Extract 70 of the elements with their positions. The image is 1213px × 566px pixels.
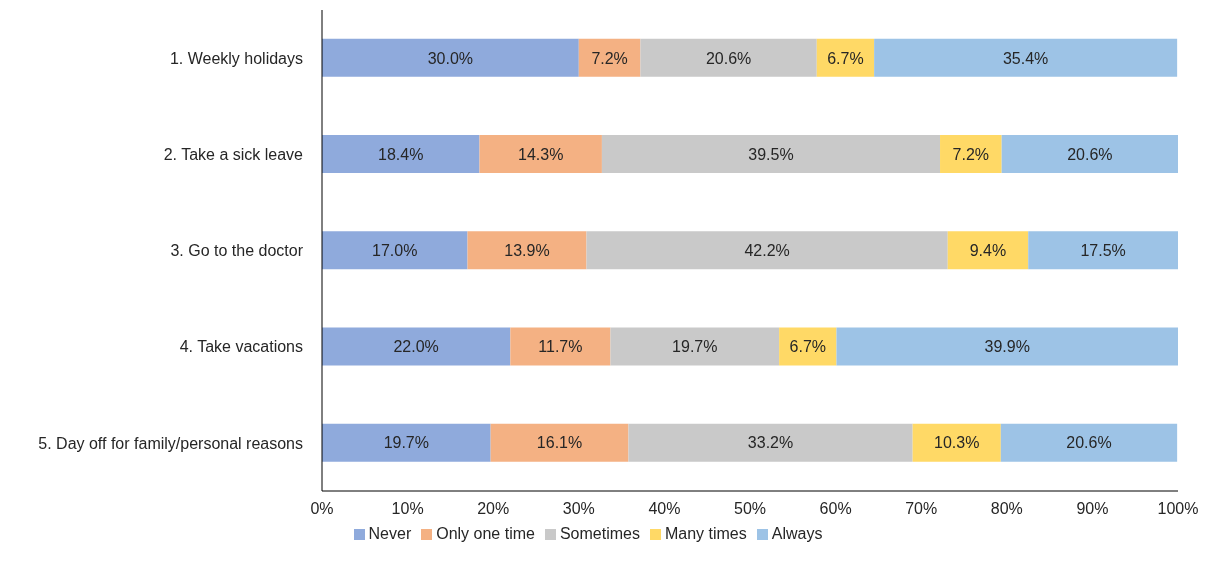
data-label: 18.4% [378,145,424,163]
data-label: 17.5% [1080,241,1126,259]
bar [1001,135,1178,174]
bar [610,327,780,366]
data-label: 39.5% [748,145,794,163]
x-tick-label: 30% [562,500,595,518]
bar [322,423,491,462]
x-tick-label: 0% [310,500,334,518]
bar [1028,231,1178,270]
bar [322,231,468,270]
legend-label: Sometimes [559,525,640,542]
bar [510,327,611,366]
x-tick-label: 80% [990,500,1023,518]
data-label: 10.3% [934,434,980,452]
bar [322,38,579,77]
bar [947,231,1029,270]
data-label: 9.4% [969,241,1007,259]
data-label: 30.0% [427,49,474,67]
x-tick-label: 100% [1157,500,1199,518]
bar [874,38,1178,77]
y-tick-label: 5. Day off for family/personal reasons [38,434,303,452]
data-label: 22.0% [393,338,439,356]
data-label: 39.9% [984,338,1030,356]
y-tick-label: 2. Take a sick leave [163,145,304,163]
x-tick-label: 10% [391,500,424,518]
bar [578,38,641,77]
data-label: 11.7% [538,338,583,356]
bar [628,423,913,462]
bar [1000,423,1178,462]
data-label: 6.7% [827,49,864,67]
data-label: 35.4% [1002,49,1049,67]
data-label: 20.6% [1067,145,1113,163]
y-tick-label: 3. Go to the doctor [170,242,304,260]
data-label: 7.2% [952,145,990,163]
data-label: 17.0% [372,241,418,259]
bar [912,423,1001,462]
x-tick-label: 90% [1076,500,1109,518]
data-label: 33.2% [747,434,794,452]
data-label: 16.1% [536,434,583,452]
bar [467,231,587,270]
x-tick-label: 40% [648,500,681,518]
legend-label: Never [368,525,412,542]
data-label: 13.9% [504,241,550,259]
data-label: 19.7% [383,434,429,452]
x-tick-label: 70% [905,500,938,518]
y-tick-label: 1. Weekly holidays [169,49,303,67]
legend-label: Only one time [436,525,535,542]
bar [836,327,1178,366]
bar [586,231,948,270]
bar [322,135,480,174]
bar [601,135,941,174]
data-label: 20.6% [705,49,752,67]
data-label: 42.2% [744,241,790,259]
data-label: 7.2% [591,49,628,67]
bar [940,135,1002,174]
x-tick-label: 20% [477,500,510,518]
bar [490,423,629,462]
bar [816,38,875,77]
bar [322,327,511,366]
x-tick-label: 60% [819,500,852,518]
y-tick-label: 4. Take vacations [179,338,303,356]
x-tick-label: 50% [733,500,767,518]
legend-label: Many times [664,525,747,542]
data-label: 19.7% [672,338,718,356]
bar [479,135,602,174]
data-label: 6.7% [789,338,827,356]
legend-label: Always [771,525,823,542]
data-label: 20.6% [1066,434,1112,452]
bar [640,38,817,77]
data-label: 14.3% [518,145,564,163]
